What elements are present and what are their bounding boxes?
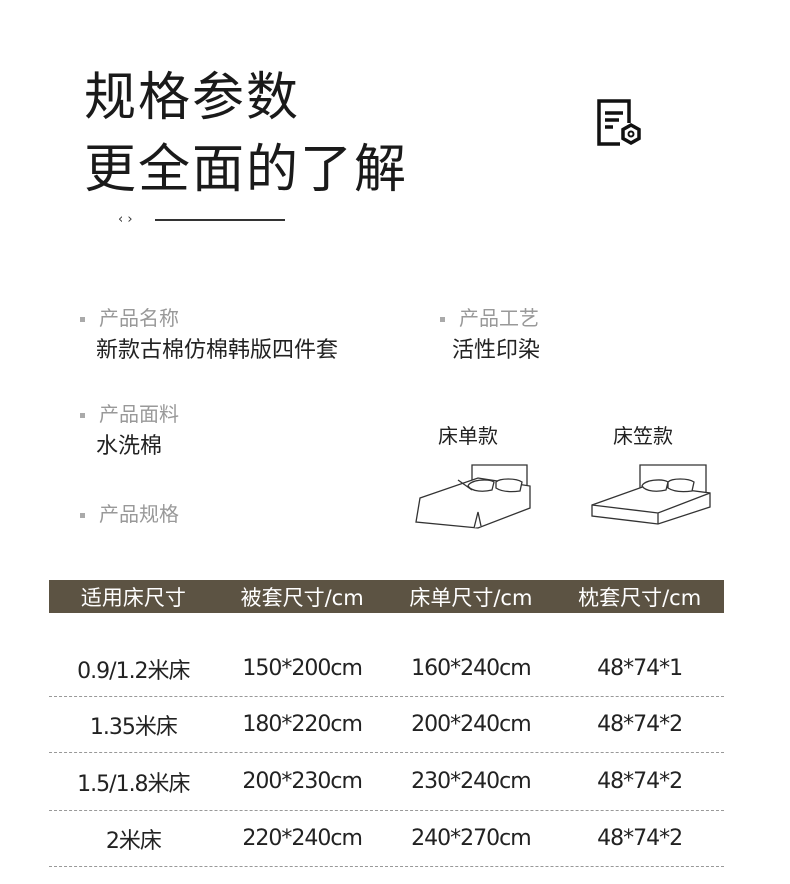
title-line-1: 规格参数	[84, 68, 301, 128]
fitted-sheet-label: 床笠款	[613, 424, 673, 448]
header-bed-size: 适用床尺寸	[80, 585, 186, 610]
cell-bed-size: 1.35米床	[89, 714, 178, 740]
product-spec-label: 产品规格	[80, 498, 179, 527]
table-row: 2米床 220*240cm 240*270cm 48*74*2	[49, 811, 724, 867]
cell-bed-size: 1.5/1.8米床	[77, 771, 190, 797]
table-row: 0.9/1.2米床 150*200cm 160*240cm 48*74*1	[49, 641, 724, 697]
cell-bed-size: 2米床	[105, 828, 162, 854]
nav-arrows[interactable]: ‹ ›	[118, 212, 133, 227]
cell-pillow-size: 48*74*2	[597, 826, 683, 851]
product-fabric-value: 水洗棉	[96, 434, 163, 459]
cell-bed-size: 0.9/1.2米床	[77, 658, 190, 684]
divider	[155, 219, 285, 221]
flat-sheet-label: 床单款	[438, 424, 498, 448]
cell-pillow-size: 48*74*2	[597, 712, 683, 737]
cell-duvet-size: 150*200cm	[242, 656, 363, 681]
flat-sheet-bed-icon	[415, 464, 531, 529]
product-craft-value: 活性印染	[452, 338, 541, 363]
table-row: 1.5/1.8米床 200*230cm 230*240cm 48*74*2	[49, 753, 724, 811]
product-craft-label: 产品工艺	[440, 302, 539, 331]
cell-sheet-size: 160*240cm	[411, 656, 532, 681]
cell-pillow-size: 48*74*1	[597, 656, 683, 681]
product-name-value: 新款古棉仿棉韩版四件套	[96, 338, 339, 363]
product-name-label: 产品名称	[80, 302, 179, 331]
header-pillow-size: 枕套尺寸/cm	[578, 585, 702, 610]
cell-duvet-size: 180*220cm	[242, 712, 363, 737]
table-row: 1.35米床 180*220cm 200*240cm 48*74*2	[49, 697, 724, 753]
fitted-sheet-bed-icon	[591, 464, 711, 525]
spec-document-icon	[597, 99, 641, 146]
cell-sheet-size: 200*240cm	[411, 712, 532, 737]
header-duvet-size: 被套尺寸/cm	[240, 585, 364, 610]
cell-sheet-size: 240*270cm	[411, 826, 532, 851]
header-sheet-size: 床单尺寸/cm	[409, 585, 533, 610]
cell-duvet-size: 220*240cm	[242, 826, 363, 851]
table-header: 适用床尺寸 被套尺寸/cm 床单尺寸/cm 枕套尺寸/cm	[49, 580, 724, 613]
cell-duvet-size: 200*230cm	[242, 769, 363, 794]
cell-pillow-size: 48*74*2	[597, 769, 683, 794]
product-fabric-label: 产品面料	[80, 398, 179, 427]
title-line-2: 更全面的了解	[84, 140, 409, 200]
cell-sheet-size: 230*240cm	[411, 769, 532, 794]
